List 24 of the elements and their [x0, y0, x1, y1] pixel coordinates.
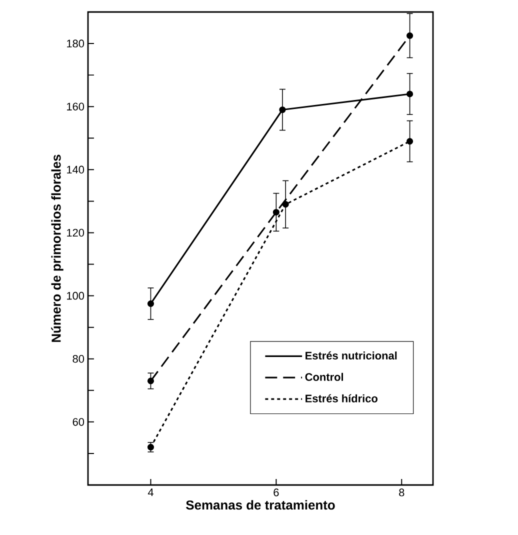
x-tick-label: 4 [148, 488, 154, 496]
x-axis-title: Semanas de tratamiento [186, 500, 335, 510]
y-tick-label: 160 [67, 102, 84, 110]
point [147, 300, 154, 307]
y-tick-label: 80 [72, 354, 84, 363]
point [406, 90, 414, 98]
x-tick-label: 8 [399, 488, 404, 496]
y-tick-label: 180 [67, 40, 84, 48]
legend-label: Estrés hídrico [306, 394, 378, 402]
point [147, 378, 154, 384]
legend-label: Control [305, 372, 344, 381]
point [147, 444, 154, 450]
point [406, 32, 414, 39]
legend-label: Estrés nutricional [306, 351, 397, 360]
point [282, 201, 289, 208]
point [279, 106, 286, 114]
point [406, 138, 414, 145]
y-axis-title: Número de primordios florales [51, 154, 64, 342]
y-tick-label: 140 [67, 166, 84, 174]
y-tick-label: 120 [67, 228, 84, 237]
y-tick-label: 100 [67, 292, 84, 300]
y-tick-label: 60 [72, 418, 84, 426]
point [272, 208, 280, 216]
x-tick-label: 6 [274, 488, 279, 496]
